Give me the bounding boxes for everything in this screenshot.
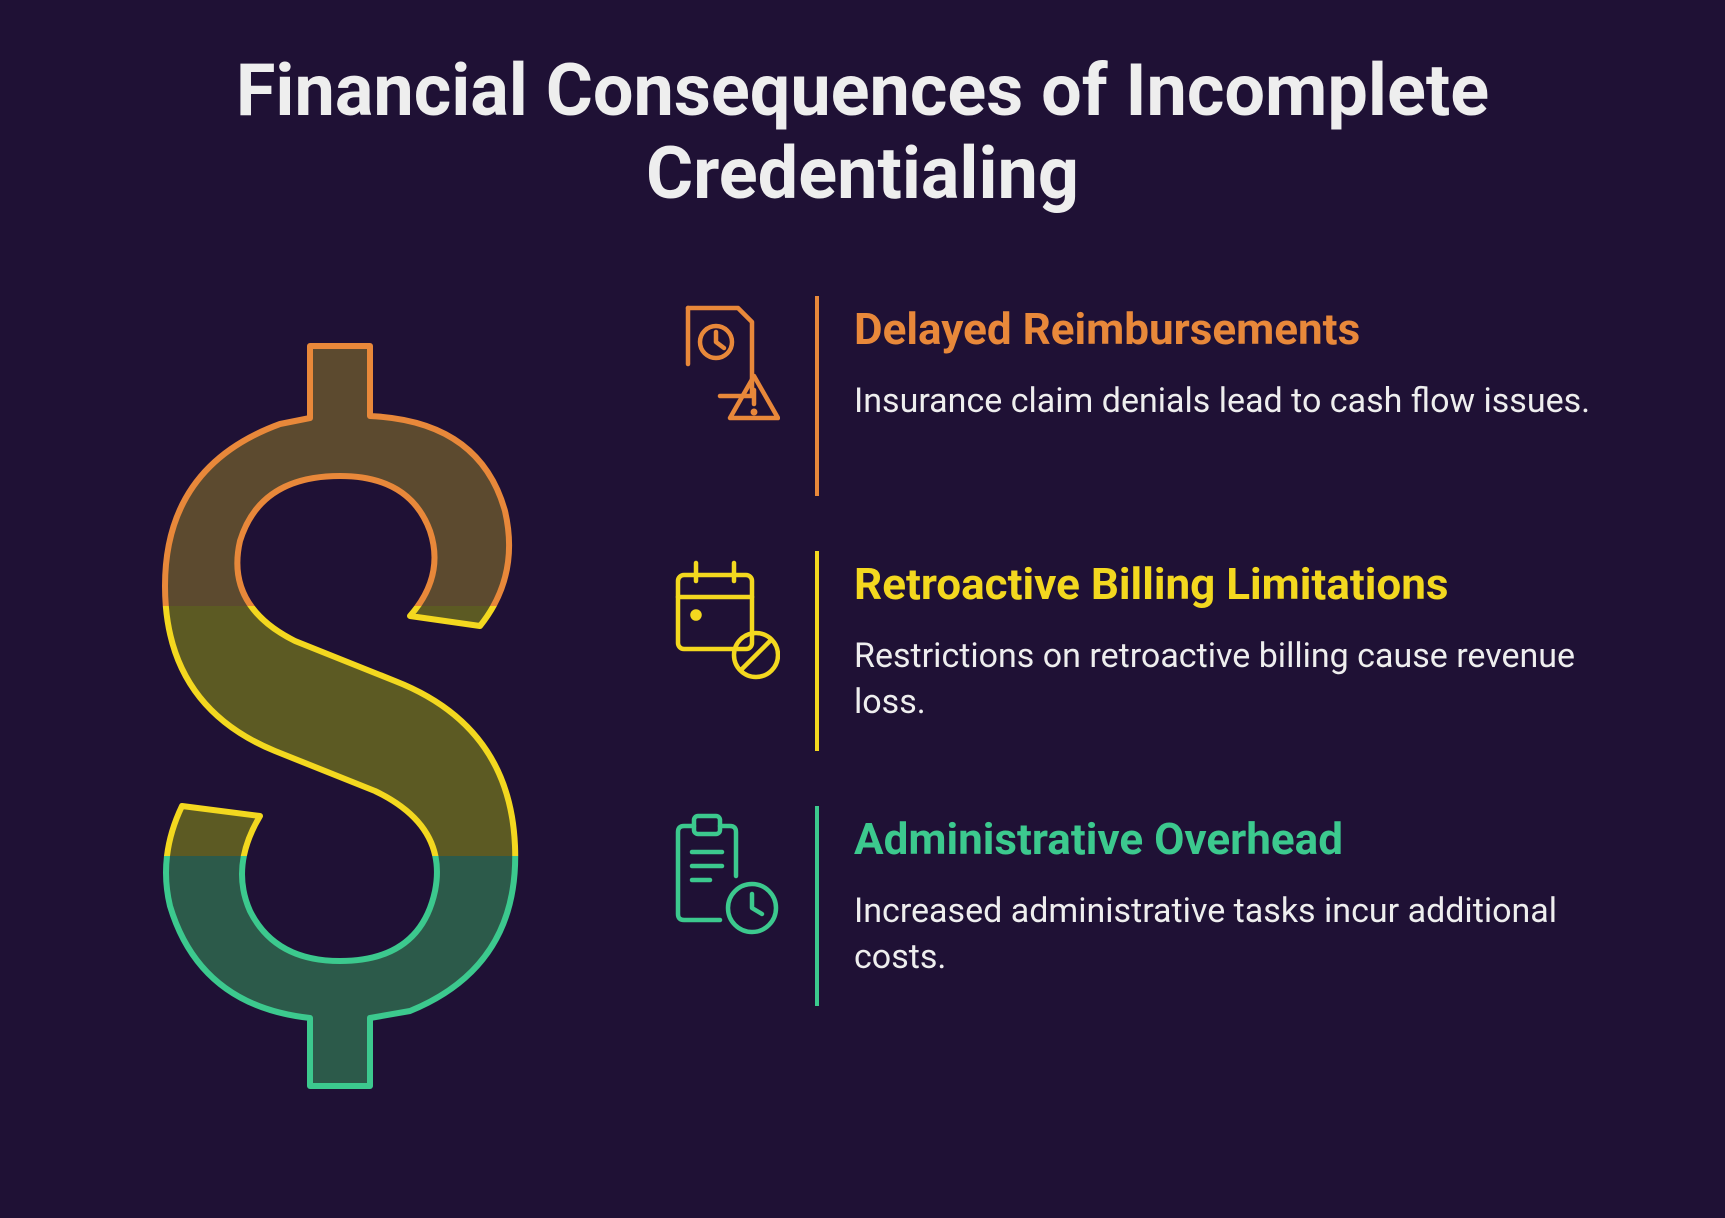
divider <box>815 296 819 496</box>
item-text: Administrative Overhead Increased admini… <box>854 806 1645 981</box>
item-delayed-reimbursements: Delayed Reimbursements Insurance claim d… <box>660 296 1645 496</box>
items-list: Delayed Reimbursements Insurance claim d… <box>660 286 1645 1006</box>
item-admin-overhead: Administrative Overhead Increased admini… <box>660 806 1645 1006</box>
page-title: Financial Consequences of Incomplete Cre… <box>80 50 1645 216</box>
content-row: Delayed Reimbursements Insurance claim d… <box>80 286 1645 1126</box>
item-description: Increased administrative tasks incur add… <box>854 889 1645 981</box>
document-warning-icon <box>660 296 780 426</box>
item-retroactive-billing: Retroactive Billing Limitations Restrict… <box>660 551 1645 751</box>
dollar-sign-graphic <box>80 286 600 1126</box>
clipboard-clock-icon <box>660 806 780 936</box>
divider <box>815 551 819 751</box>
item-heading: Delayed Reimbursements <box>854 304 1645 355</box>
divider <box>815 806 819 1006</box>
item-heading: Administrative Overhead <box>854 814 1645 865</box>
item-description: Insurance claim denials lead to cash flo… <box>854 379 1645 425</box>
item-description: Restrictions on retroactive billing caus… <box>854 634 1645 726</box>
item-text: Delayed Reimbursements Insurance claim d… <box>854 296 1645 425</box>
item-text: Retroactive Billing Limitations Restrict… <box>854 551 1645 726</box>
item-heading: Retroactive Billing Limitations <box>854 559 1645 610</box>
infographic-container: Financial Consequences of Incomplete Cre… <box>0 0 1725 1176</box>
dollar-sign-icon <box>110 306 570 1126</box>
calendar-blocked-icon <box>660 551 780 681</box>
